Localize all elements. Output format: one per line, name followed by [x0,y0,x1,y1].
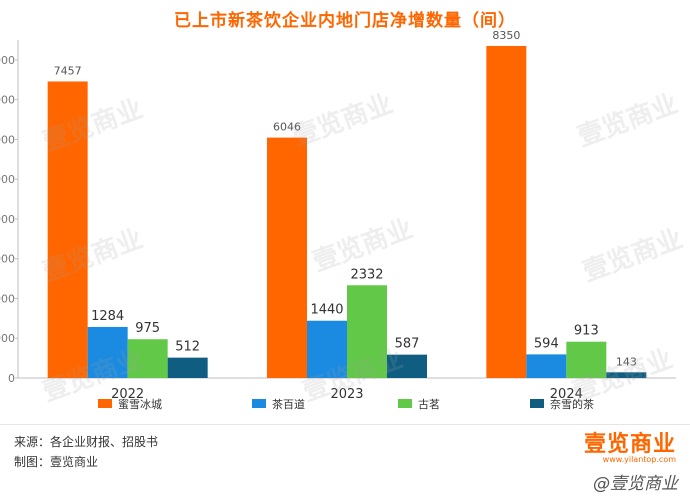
y-tick-label: 0 [8,372,15,385]
logo-text: 壹览商业 [583,432,676,457]
data-label: 594 [534,336,559,351]
bar-古茗 [566,341,607,378]
bar-奈雪的茶 [387,354,427,378]
data-label: 143 [616,355,637,368]
source-info: 来源：各企业财报、招股书 制图：壹览商业 [14,432,158,472]
x-category-label: 2024 [550,387,583,402]
brand-logo: 壹览商业 www.yilantop.com [584,426,676,464]
legend-label: 茶百道 [272,397,305,411]
bar-蜜雪冰城 [47,81,88,379]
logo-url: www.yilantop.com [602,455,676,464]
bar-茶百道 [307,320,347,378]
x-category-label: 2023 [330,387,363,402]
bar-古茗 [127,339,168,378]
legend-swatch-蜜雪冰城 [98,399,112,408]
bar-茶百道 [526,354,567,378]
data-label: 913 [574,324,599,339]
bar-chart: 0 1000 2000 3000 4000 5000 6000 7000 8000 7457 128… [0,29,676,411]
maker-text: 制图：壹览商业 [14,455,99,469]
data-label: 1440 [310,303,343,318]
data-label: 2332 [350,267,383,282]
weibo-handle: @壹览商业 [593,474,678,494]
bar-奈雪的茶 [606,372,647,378]
legend-label: 蜜雪冰城 [118,397,162,411]
source-text: 来源：各企业财报、招股书 [14,435,159,449]
y-tick-label: 8000 [0,54,15,67]
y-tick-label: 3000 [0,253,15,266]
data-label: 975 [135,321,160,336]
legend-swatch-古茗 [398,399,412,408]
data-label: 8350 [492,29,520,42]
y-tick-label: 1000 [0,332,15,345]
y-tick-label: 6000 [0,133,15,146]
y-tick-label: 5000 [0,173,15,186]
bar-奈雪的茶 [167,357,208,378]
data-label: 6046 [273,121,301,134]
bar-古茗 [347,285,387,378]
data-label: 7457 [54,64,82,77]
bar-蜜雪冰城 [486,45,527,378]
footer-divider [0,424,690,425]
chart-title: 已上市新茶饮企业内地门店净增数量（间） [174,11,516,31]
bar-蜜雪冰城 [267,137,307,378]
bar-茶百道 [87,326,128,378]
legend-label: 古茗 [418,398,440,411]
x-category-label: 2022 [111,387,144,402]
legend-label: 奈雪的茶 [550,397,594,411]
data-label: 512 [175,340,200,355]
y-tick-label: 2000 [0,292,15,305]
data-label: 587 [395,337,420,352]
data-label: 1284 [91,309,124,324]
y-tick-label: 7000 [0,94,15,107]
legend-swatch-奈雪的茶 [530,399,544,408]
y-tick-label: 4000 [0,213,15,226]
legend-swatch-茶百道 [252,399,266,408]
